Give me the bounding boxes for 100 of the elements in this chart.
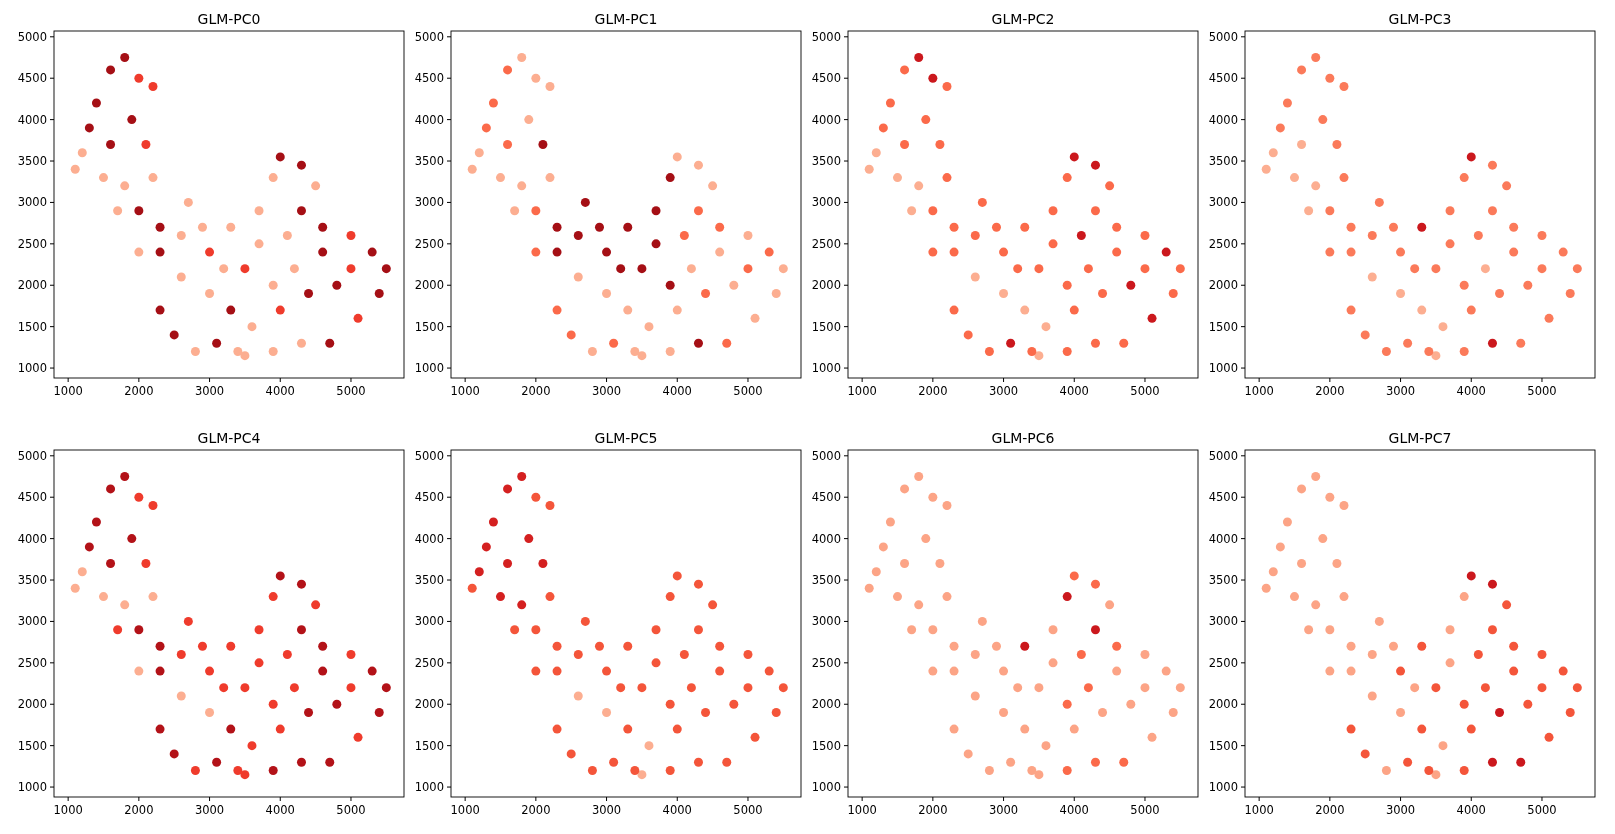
point	[1027, 347, 1037, 356]
point	[212, 338, 222, 348]
point	[84, 542, 94, 552]
point	[1311, 181, 1321, 191]
point	[289, 683, 299, 693]
x-tick-label: 1000	[1244, 384, 1274, 398]
x-tick-label: 5000	[1527, 803, 1557, 817]
point	[1140, 650, 1150, 660]
y-tick-label: 5000	[811, 448, 841, 463]
point	[1537, 650, 1547, 660]
point	[616, 683, 626, 693]
x-tick-label: 2000	[124, 384, 154, 398]
point	[1311, 472, 1321, 481]
y-tick-label: 3000	[1208, 195, 1238, 210]
point	[949, 724, 959, 734]
point	[609, 338, 619, 348]
point	[928, 666, 938, 676]
y-tick-label: 3000	[811, 614, 841, 629]
y-tick-label: 2500	[17, 236, 47, 251]
point	[219, 683, 229, 693]
point	[623, 222, 633, 232]
point	[467, 164, 477, 174]
point	[148, 173, 158, 183]
point	[517, 600, 527, 610]
point	[1466, 571, 1476, 581]
x-tick-label: 1000	[1244, 803, 1274, 817]
point	[113, 206, 123, 216]
point	[1487, 160, 1497, 170]
point	[254, 658, 264, 668]
point	[70, 583, 80, 593]
point	[1168, 708, 1178, 718]
point	[1297, 558, 1307, 568]
point	[864, 164, 874, 174]
point	[573, 650, 583, 660]
point	[1572, 683, 1582, 693]
x-tick-label: 5000	[1130, 803, 1160, 817]
point	[743, 683, 753, 693]
y-tick-label: 3000	[414, 195, 444, 210]
point	[778, 683, 788, 693]
point	[942, 592, 952, 602]
point	[1565, 708, 1575, 718]
x-tick-label: 5000	[336, 803, 366, 817]
point	[1388, 222, 1398, 232]
point	[942, 173, 952, 183]
point	[970, 272, 980, 282]
point	[510, 206, 520, 216]
y-tick-label: 2000	[1208, 697, 1238, 712]
point	[353, 313, 363, 323]
point	[289, 264, 299, 274]
chart-title: GLM-PC4	[197, 430, 261, 446]
point	[134, 492, 144, 502]
point	[495, 173, 505, 183]
point	[155, 247, 165, 257]
point	[1459, 347, 1469, 356]
point	[1048, 658, 1058, 668]
point	[155, 641, 165, 651]
point	[949, 641, 959, 651]
point	[679, 650, 689, 660]
x-tick-label: 2000	[918, 384, 948, 398]
x-tick-label: 5000	[733, 803, 763, 817]
point	[155, 222, 165, 232]
point	[949, 222, 959, 232]
point	[715, 247, 725, 257]
point	[1537, 683, 1547, 693]
y-tick-label: 1000	[414, 361, 444, 376]
point	[148, 81, 158, 91]
y-tick-label: 2000	[414, 697, 444, 712]
point	[623, 305, 633, 315]
point	[1069, 724, 1079, 734]
point	[1431, 770, 1441, 780]
point	[1466, 724, 1476, 734]
y-tick-label: 1500	[17, 738, 47, 753]
point	[318, 222, 328, 232]
y-tick-label: 4500	[414, 71, 444, 86]
point	[693, 160, 703, 170]
y-tick-label: 1000	[811, 780, 841, 795]
point	[1487, 579, 1497, 589]
point	[999, 666, 1009, 676]
point	[212, 757, 222, 767]
point	[77, 148, 87, 158]
point	[155, 305, 165, 315]
point	[169, 749, 179, 759]
point	[1261, 583, 1271, 593]
point	[552, 305, 562, 315]
point	[984, 347, 994, 356]
y-tick-label: 3500	[1208, 573, 1238, 588]
point	[1013, 683, 1023, 693]
y-tick-label: 3000	[1208, 614, 1238, 629]
point	[1318, 534, 1328, 544]
point	[1020, 641, 1030, 651]
point	[495, 592, 505, 602]
point	[155, 666, 165, 676]
point	[1083, 264, 1093, 274]
point	[672, 571, 682, 581]
point	[928, 73, 938, 83]
x-tick-label: 4000	[662, 803, 692, 817]
point	[878, 542, 888, 552]
point	[517, 472, 527, 481]
y-tick-label: 1500	[811, 738, 841, 753]
y-tick-label: 2500	[811, 236, 841, 251]
